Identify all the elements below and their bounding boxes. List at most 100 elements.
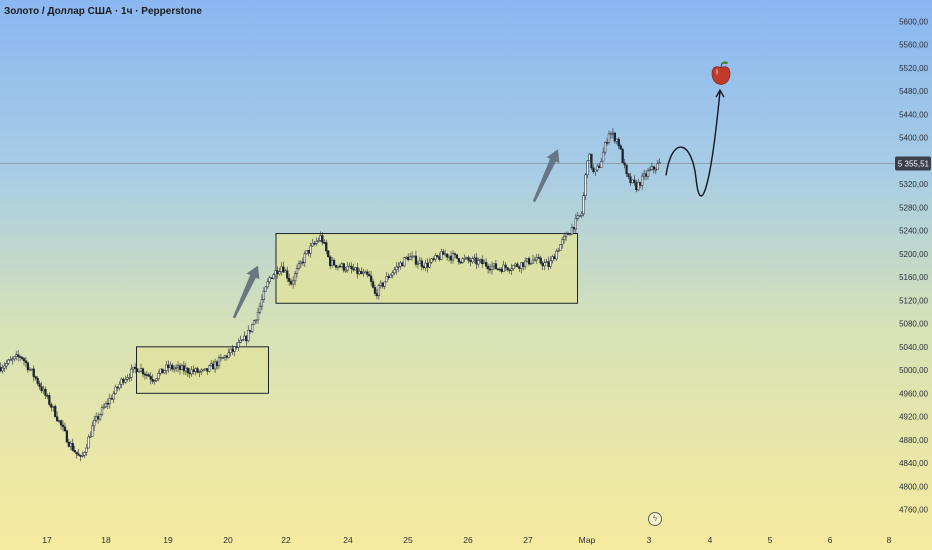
price-tick-label: 5160,00 xyxy=(899,273,928,282)
candle-down xyxy=(212,363,215,370)
candle-up xyxy=(510,268,513,271)
candle-up xyxy=(570,226,574,235)
candle-up xyxy=(227,352,230,358)
candle-down xyxy=(518,266,521,269)
candle-down xyxy=(145,374,148,376)
candle-down xyxy=(48,395,51,405)
candle-up xyxy=(319,235,322,241)
chart-title: Золото / Доллар США · 1ч · Pepperstone xyxy=(4,6,202,17)
candle-down xyxy=(469,260,472,263)
price-tick-label: 4920,00 xyxy=(899,413,928,422)
candle-down xyxy=(26,362,30,371)
candle-up xyxy=(383,281,386,287)
candle-up xyxy=(317,240,320,242)
candle-down xyxy=(329,256,332,266)
candle-up xyxy=(555,250,558,260)
candle-down xyxy=(196,368,199,373)
candle-up xyxy=(354,267,357,271)
apple-body xyxy=(711,66,731,85)
candle-down xyxy=(332,259,336,266)
time-axis[interactable]: 17 18 19 20 22 24 25 26 27 Мар 3 4 5 6 8 xyxy=(42,535,891,545)
candle-up xyxy=(104,402,108,408)
candle-down xyxy=(46,395,49,397)
candle-up xyxy=(447,255,451,258)
candle-up xyxy=(7,359,10,364)
candle-up xyxy=(336,265,340,268)
candle-down xyxy=(621,148,624,164)
candle-up xyxy=(561,239,564,245)
candle-down xyxy=(171,364,174,370)
candle-up xyxy=(85,447,88,453)
candle-down xyxy=(73,450,76,453)
candle-down xyxy=(350,265,353,270)
candle-down xyxy=(321,235,324,243)
candle-up xyxy=(229,348,232,354)
candle-up xyxy=(642,173,646,177)
candle-down xyxy=(249,329,252,332)
candle-down xyxy=(63,426,67,431)
candle-down xyxy=(110,398,113,400)
candle-up xyxy=(473,257,476,260)
candle-down xyxy=(24,360,28,363)
candle-down xyxy=(619,145,622,150)
candle-up xyxy=(637,182,640,191)
price-tick-label: 4800,00 xyxy=(899,482,928,491)
price-tick-label: 5000,00 xyxy=(899,366,928,375)
candle-up xyxy=(297,263,301,269)
candle-down xyxy=(432,258,435,261)
candle-up xyxy=(364,271,367,274)
candle-down xyxy=(186,367,189,373)
current-price-tag-bg xyxy=(895,156,931,171)
candle-down xyxy=(147,374,150,377)
candle-up xyxy=(262,290,266,300)
candle-down xyxy=(215,361,219,367)
candle-up xyxy=(305,250,308,254)
symbol-title: Золото / Доллар США · 1ч · Pepperstone xyxy=(4,6,202,17)
candle-up xyxy=(132,366,135,370)
candle-down xyxy=(401,262,404,267)
candle-down xyxy=(488,268,492,271)
candle-up xyxy=(596,165,599,171)
candle-up xyxy=(535,257,539,261)
candle-up xyxy=(9,359,12,361)
candle-down xyxy=(407,256,410,261)
candle-up xyxy=(52,406,55,408)
lightning-bolt-icon[interactable]: ϟ xyxy=(648,512,662,526)
candle-up xyxy=(393,269,396,274)
candle-down xyxy=(572,226,576,230)
candle-up xyxy=(346,265,349,271)
candle-down xyxy=(20,356,24,359)
candle-up xyxy=(89,436,92,438)
candle-up xyxy=(463,258,466,260)
candle-down xyxy=(446,253,449,258)
candle-down xyxy=(282,266,285,273)
candle-down xyxy=(508,269,511,272)
candle-down xyxy=(629,176,632,184)
candle-up xyxy=(641,175,644,186)
time-tick-label: Мар xyxy=(579,535,596,545)
candle-up xyxy=(159,368,162,374)
price-tick-label: 5440,00 xyxy=(899,110,928,119)
candle-up xyxy=(258,305,262,313)
candle-down xyxy=(167,364,170,368)
candle-down xyxy=(188,372,191,375)
candle-up xyxy=(451,253,455,261)
candle-down xyxy=(459,261,462,264)
candle-down xyxy=(116,386,119,389)
candle-up xyxy=(603,142,607,153)
candle-up xyxy=(256,311,260,321)
candle-up xyxy=(646,170,650,177)
candle-down xyxy=(420,260,423,267)
candle-up xyxy=(465,257,468,259)
candle-up xyxy=(430,258,433,263)
candle-up xyxy=(13,356,16,360)
candle-down xyxy=(96,416,100,420)
candle-up xyxy=(223,355,226,358)
price-axis[interactable]: 5600,00 5560,00 5520,00 5480,00 5440,00 5400,… xyxy=(899,18,928,515)
candle-down xyxy=(290,281,293,285)
candle-down xyxy=(553,256,556,260)
candle-down xyxy=(352,268,355,271)
candle-down xyxy=(149,376,152,380)
candle-up xyxy=(362,271,365,274)
